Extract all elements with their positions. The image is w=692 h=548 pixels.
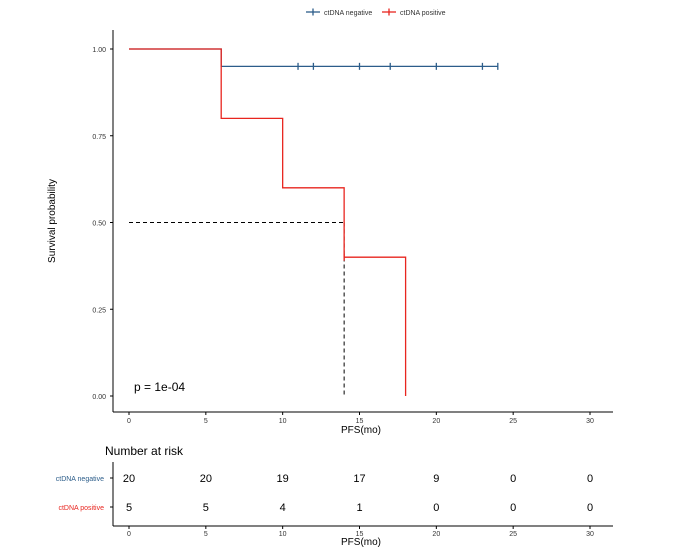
risk-count: 19: [277, 473, 289, 485]
risk-count: 4: [280, 502, 286, 514]
risk-count: 0: [587, 473, 593, 485]
p-value-annotation: p = 1e-04: [134, 380, 185, 394]
x-tick-label: 0: [127, 418, 131, 425]
risk-count: 9: [433, 473, 439, 485]
x-axis-label: PFS(mo): [341, 425, 381, 436]
y-axis-label: Survival probability: [47, 179, 58, 263]
x-tick-label: 20: [432, 418, 440, 425]
risk-count: 20: [123, 473, 135, 485]
number-at-risk-table: Number at risk ctDNA negative 20 20 19 17 9 0 0…: [56, 444, 613, 548]
y-tick-label: 0.50: [92, 221, 106, 228]
y-tick-label: 0.00: [92, 394, 106, 401]
risk-table-title: Number at risk: [105, 444, 184, 458]
risk-x-tick-label: 20: [432, 531, 440, 538]
risk-count: 5: [126, 502, 132, 514]
risk-count: 1: [356, 502, 362, 514]
x-tick-label: 5: [204, 418, 208, 425]
risk-count: 0: [433, 502, 439, 514]
risk-x-tick-label: 15: [356, 531, 364, 538]
risk-table-x-ticks: 0 5 10 15 20 25 30: [127, 526, 594, 538]
risk-row-label: ctDNA negative: [56, 476, 104, 483]
curve-ctdna-positive: [129, 48, 407, 396]
median-reference-lines: [129, 222, 345, 396]
legend-label: ctDNA negative: [324, 10, 372, 17]
y-tick-label: 0.25: [92, 307, 106, 314]
risk-count: 5: [203, 502, 209, 514]
risk-x-tick-label: 0: [127, 531, 131, 538]
y-tick-label: 1.00: [92, 47, 106, 54]
survival-plot: 0.00 0.25 0.50 0.75 1.00 0 5 10 15 20 25 30 Surviv…: [47, 30, 613, 436]
legend-label: ctDNA positive: [400, 10, 446, 17]
risk-x-tick-label: 30: [586, 531, 594, 538]
risk-x-tick-label: 10: [279, 531, 287, 538]
x-tick-label: 30: [586, 418, 594, 425]
risk-count: 20: [200, 473, 212, 485]
risk-count: 17: [353, 473, 365, 485]
y-tick-label: 0.75: [92, 134, 106, 141]
y-axis-ticks: 0.00 0.25 0.50 0.75 1.00: [92, 47, 113, 401]
x-tick-label: 25: [509, 418, 517, 425]
risk-x-tick-label: 25: [509, 531, 517, 538]
risk-table-rows: ctDNA negative 20 20 19 17 9 0 0 ctDNA positive 5…: [56, 473, 593, 514]
risk-count: 0: [510, 473, 516, 485]
x-axis-ticks: 0 5 10 15 20 25 30: [127, 412, 594, 425]
x-tick-label: 15: [356, 418, 364, 425]
risk-table-x-axis-label: PFS(mo): [341, 537, 381, 548]
risk-count: 0: [587, 502, 593, 514]
legend: ctDNA negative ctDNA positive: [306, 8, 446, 17]
risk-x-tick-label: 5: [204, 531, 208, 538]
censor-marks: [297, 62, 499, 261]
risk-row-label: ctDNA positive: [58, 505, 104, 512]
x-tick-label: 10: [279, 418, 287, 425]
risk-count: 0: [510, 502, 516, 514]
